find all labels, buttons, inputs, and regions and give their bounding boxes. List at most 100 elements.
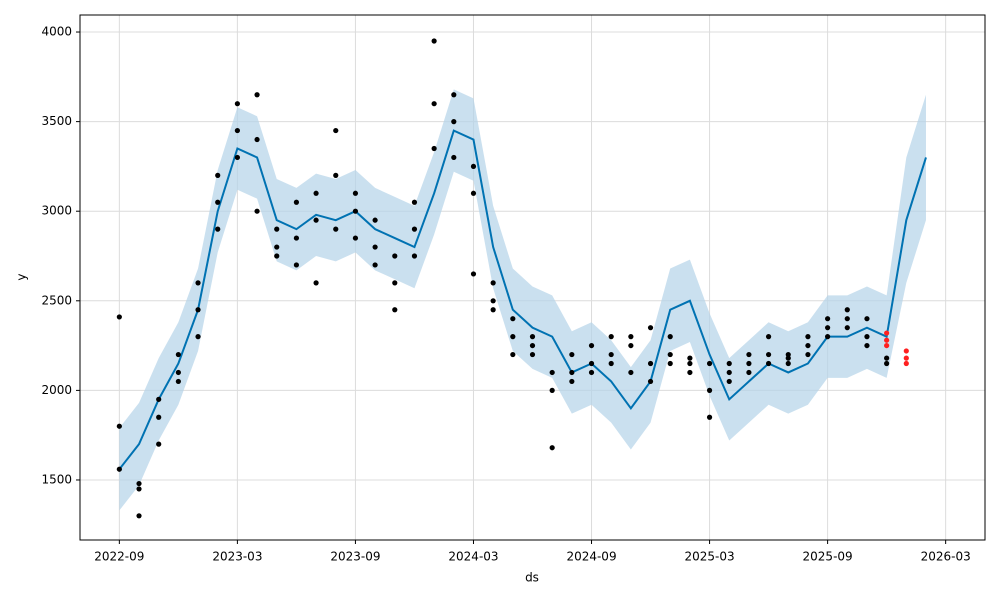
data-point [746,351,752,358]
data-point [431,145,437,152]
data-point [706,360,713,367]
data-point [608,351,614,358]
data-point [175,351,181,358]
data-point [903,348,909,354]
x-tick-label: 2022-09 [94,550,144,564]
data-point [156,441,162,447]
data-point [765,360,772,367]
x-tick-label: 2025-03 [684,550,734,564]
y-tick-label: 1500 [41,472,72,486]
data-point [372,217,378,223]
data-point [628,334,634,340]
data-point [529,334,536,340]
data-point [825,316,831,322]
data-point [234,154,240,161]
data-point [765,334,772,340]
data-point [667,351,673,358]
data-point [156,396,162,402]
x-axis-label: ds [525,571,539,585]
data-point [352,190,359,196]
data-point [785,360,791,367]
data-point [785,351,791,358]
data-point [234,127,240,134]
data-point [116,423,122,429]
data-point [274,253,280,259]
forecast-line [118,129,927,470]
data-point [687,355,693,361]
data-point [510,351,516,358]
data-point [844,316,850,322]
data-point [195,307,201,313]
data-point [726,360,732,367]
data-point [234,101,240,107]
y-tick-label: 3500 [41,114,72,128]
data-point [864,316,870,322]
data-point [884,360,890,367]
data-point [431,101,437,107]
data-point [588,342,595,349]
data-point [549,369,555,376]
data-point [569,351,575,358]
data-point [490,280,496,286]
data-point [254,92,260,98]
data-point [510,316,516,322]
x-tick-label: 2023-03 [212,550,262,564]
data-point [293,262,300,268]
data-point [116,314,122,320]
data-point [746,360,752,367]
y-axis-label: y [15,273,29,280]
data-point [884,330,890,336]
data-point [451,92,457,98]
data-point [785,355,791,361]
data-point [392,253,398,259]
data-point [864,342,870,349]
y-tick-label: 2500 [41,293,72,307]
data-point [884,337,890,343]
data-point [411,253,418,259]
data-point [569,369,575,376]
data-point [352,235,359,241]
y-tick-label: 2000 [41,383,72,397]
data-point [608,334,614,340]
data-point [805,342,811,349]
data-point [706,414,713,420]
data-point [313,190,319,196]
data-point [411,199,418,205]
data-point [687,369,693,376]
data-point [392,280,398,286]
data-point [726,369,732,376]
data-point [136,513,142,519]
data-point [903,360,909,367]
data-point [549,387,555,393]
data-point [313,217,319,223]
data-point [136,486,142,492]
data-point [569,378,575,385]
data-point [687,360,693,367]
data-point [195,334,201,340]
data-point [903,355,909,361]
data-point [628,369,634,376]
data-point [706,387,713,393]
data-point [352,208,359,214]
data-point [372,262,378,268]
data-point [175,378,181,385]
data-point [529,342,536,349]
data-point [844,307,850,313]
data-point [884,355,890,361]
data-point [608,360,614,367]
data-point [549,445,555,451]
data-point [805,334,811,340]
data-point [647,325,654,331]
data-point [726,378,732,385]
data-point [647,378,654,385]
data-point [628,342,634,349]
data-point [647,360,654,367]
data-point [333,127,339,134]
data-point [588,369,595,376]
x-tick-label: 2023-09 [330,550,380,564]
data-point [411,226,418,232]
data-point [254,208,260,214]
data-point [156,414,162,420]
data-point [333,226,339,232]
